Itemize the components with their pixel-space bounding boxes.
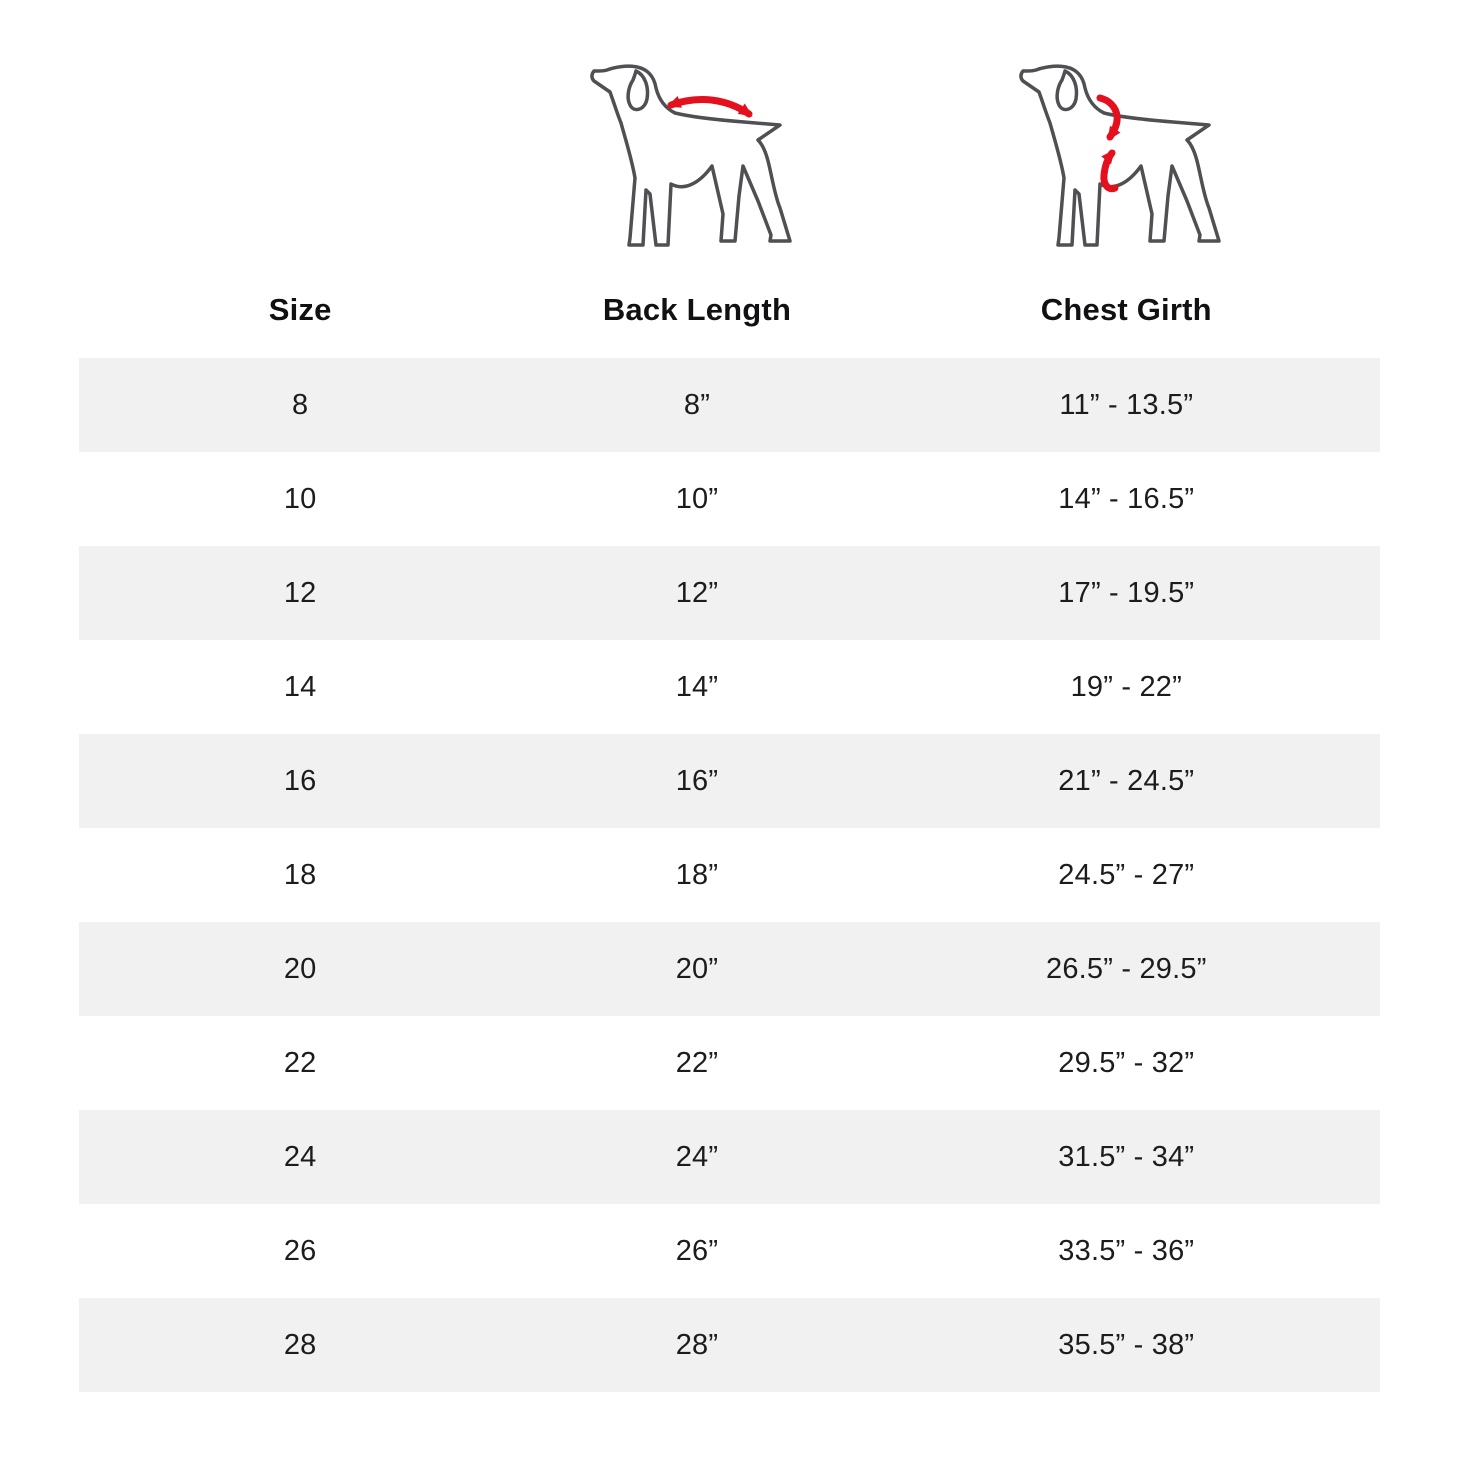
size-cell: 26 [283, 1234, 317, 1267]
size-cell: 12 [283, 576, 317, 609]
chest-girth-upper-arrow-icon [1096, 94, 1121, 141]
size-cell: 10 [283, 482, 317, 515]
size-cell: 16 [283, 764, 317, 797]
chest-girth-cell: 21” - 24.5” [1058, 764, 1195, 797]
figure-spacer [79, 58, 521, 254]
back-length-cell: 12” [675, 576, 719, 609]
chest-girth-figure [873, 58, 1380, 254]
back-length-column-header: Back Length [602, 292, 792, 327]
table-row: 20 20” 26.5” - 29.5” [79, 922, 1380, 1016]
chest-girth-lower-arrow-icon [1100, 149, 1119, 193]
table-row: 18 18” 24.5” - 27” [79, 828, 1380, 922]
size-cell: 22 [283, 1046, 317, 1079]
chest-girth-cell: 19” - 22” [1070, 670, 1182, 703]
back-length-cell: 28” [675, 1328, 719, 1361]
chest-girth-cell: 17” - 19.5” [1058, 576, 1195, 609]
chest-girth-cell: 11” - 13.5” [1059, 388, 1194, 421]
table-header-row: Size Back Length Chest Girth [79, 292, 1380, 328]
size-table: 8 8” 11” - 13.5” 10 10” 14” - 16.5” 12 1… [79, 358, 1380, 1392]
table-row: 16 16” 21” - 24.5” [79, 734, 1380, 828]
chest-girth-cell: 31.5” - 34” [1058, 1140, 1195, 1173]
table-row: 10 10” 14” - 16.5” [79, 452, 1380, 546]
back-length-cell: 10” [675, 482, 719, 515]
back-length-cell: 16” [675, 764, 719, 797]
table-row: 24 24” 31.5” - 34” [79, 1110, 1380, 1204]
size-cell: 20 [283, 952, 317, 985]
chest-girth-cell: 35.5” - 38” [1058, 1328, 1195, 1361]
back-length-cell: 18” [675, 858, 719, 891]
chest-girth-column-header: Chest Girth [1040, 292, 1212, 327]
size-cell: 24 [283, 1140, 317, 1173]
back-length-cell: 26” [675, 1234, 719, 1267]
back-length-figure [521, 58, 872, 254]
size-cell: 28 [283, 1328, 317, 1361]
size-cell: 14 [283, 670, 317, 703]
table-row: 28 28” 35.5” - 38” [79, 1298, 1380, 1392]
dog-back-length-icon [590, 64, 792, 247]
table-row: 26 26” 33.5” - 36” [79, 1204, 1380, 1298]
back-length-cell: 20” [675, 952, 719, 985]
table-row: 8 8” 11” - 13.5” [79, 358, 1380, 452]
dog-chest-girth-icon [1019, 64, 1222, 247]
size-column-header: Size [268, 292, 332, 327]
back-length-cell: 8” [683, 388, 711, 421]
table-row: 22 22” 29.5” - 32” [79, 1016, 1380, 1110]
size-cell: 18 [283, 858, 317, 891]
back-length-cell: 22” [675, 1046, 719, 1079]
chest-girth-cell: 14” - 16.5” [1058, 482, 1195, 515]
chest-girth-cell: 33.5” - 36” [1058, 1234, 1195, 1267]
table-row: 12 12” 17” - 19.5” [79, 546, 1380, 640]
back-length-cell: 14” [675, 670, 719, 703]
chest-girth-cell: 26.5” - 29.5” [1045, 952, 1207, 985]
back-length-cell: 24” [675, 1140, 719, 1173]
back-length-arrow-icon [666, 95, 753, 118]
figure-row [79, 0, 1380, 254]
table-row: 14 14” 19” - 22” [79, 640, 1380, 734]
size-cell: 8 [291, 388, 309, 421]
chest-girth-cell: 29.5” - 32” [1058, 1046, 1195, 1079]
chest-girth-cell: 24.5” - 27” [1058, 858, 1195, 891]
